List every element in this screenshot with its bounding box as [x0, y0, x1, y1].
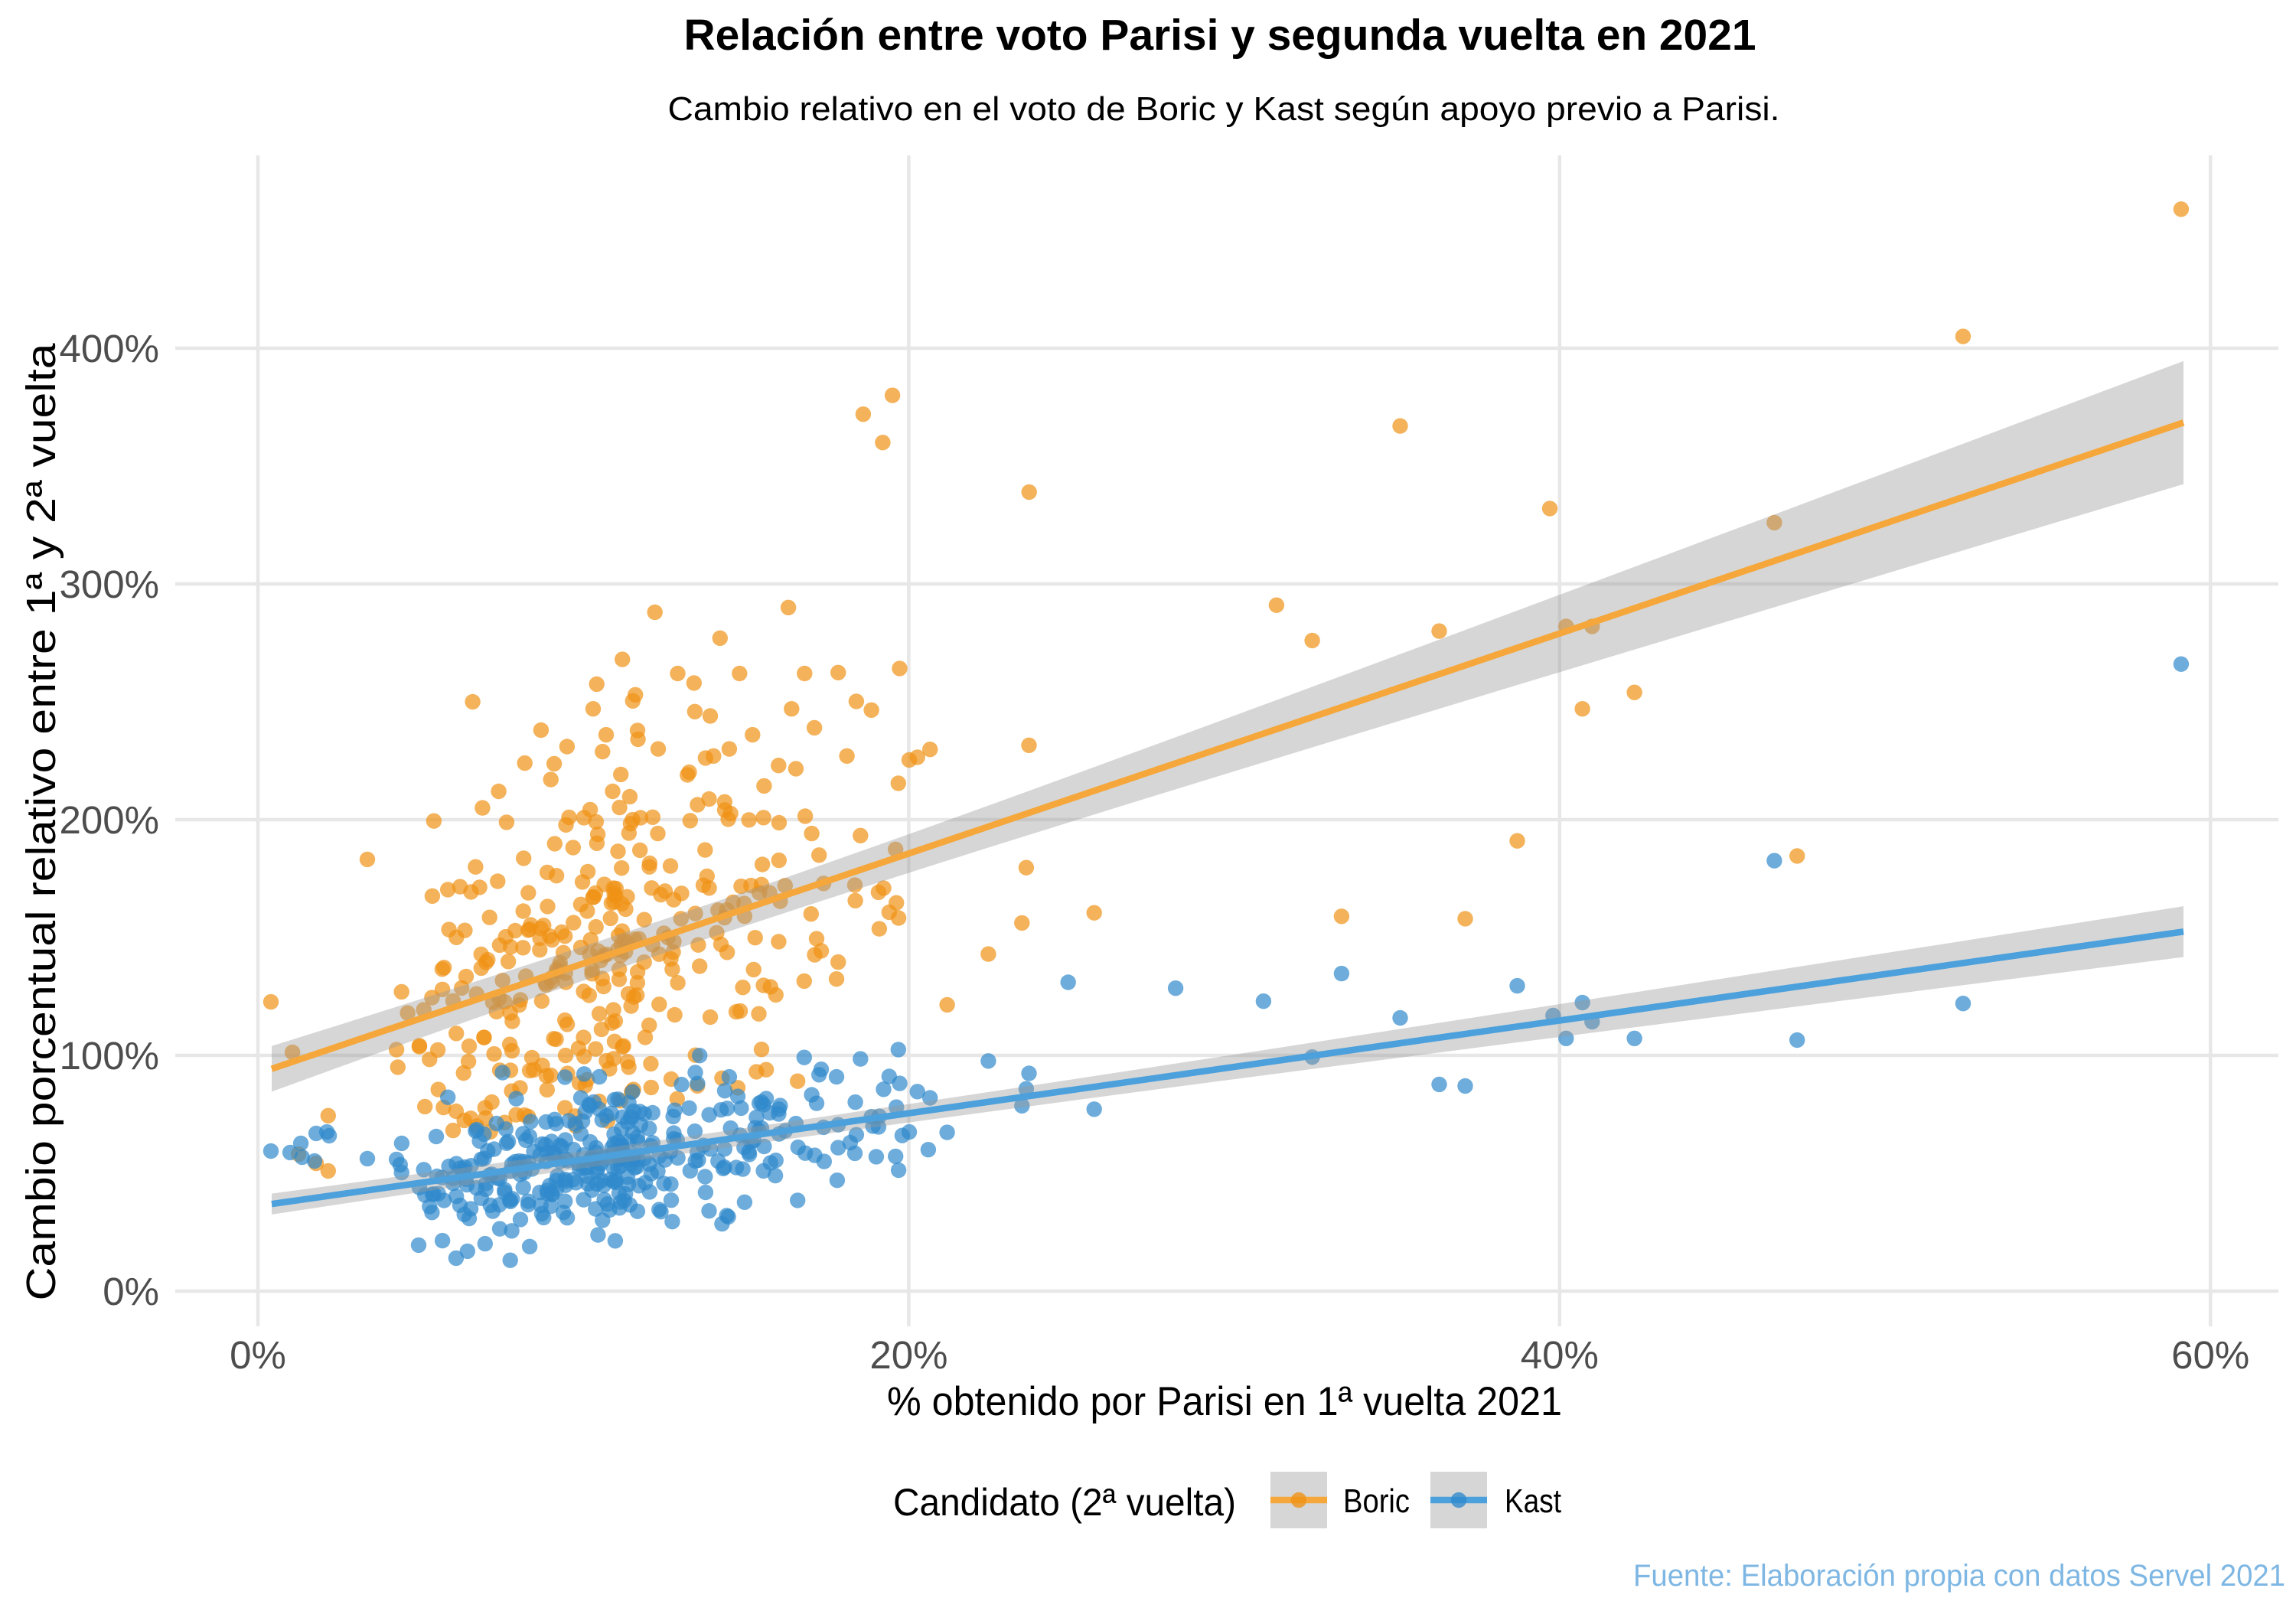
svg-text:Relación entre voto Parisi y s: Relación entre voto Parisi y segunda vue…	[684, 11, 1756, 60]
svg-text:20%: 20%	[869, 1333, 947, 1377]
svg-text:0%: 0%	[230, 1333, 286, 1377]
svg-text:400%: 400%	[60, 327, 159, 370]
svg-text:300%: 300%	[60, 563, 159, 606]
svg-text:Candidato (2ª vuelta): Candidato (2ª vuelta)	[893, 1481, 1236, 1524]
svg-text:Fuente: Elaboración propia con: Fuente: Elaboración propia con datos Ser…	[1633, 1559, 2285, 1593]
svg-text:Cambio relativo en el voto de: Cambio relativo en el voto de Boric y Ka…	[668, 90, 1780, 128]
svg-text:Kast: Kast	[1505, 1482, 1561, 1520]
svg-text:Boric: Boric	[1343, 1482, 1410, 1520]
svg-text:40%: 40%	[1521, 1333, 1599, 1377]
svg-text:60%: 60%	[2171, 1333, 2249, 1377]
svg-text:0%: 0%	[103, 1270, 159, 1313]
svg-text:Cambio porcentual relativo ent: Cambio porcentual relativo entre 1ª y 2ª…	[18, 342, 64, 1300]
svg-text:% obtenido por Parisi en 1ª vu: % obtenido por Parisi en 1ª vuelta 2021	[887, 1379, 1562, 1424]
svg-text:100%: 100%	[60, 1034, 159, 1078]
svg-text:200%: 200%	[60, 798, 159, 842]
